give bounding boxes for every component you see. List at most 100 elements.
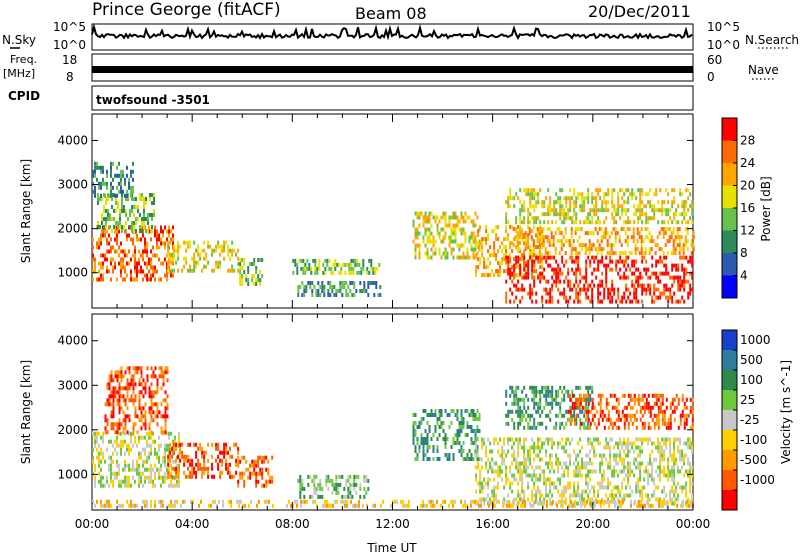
data-cell [641, 291, 644, 296]
data-cell [418, 425, 421, 429]
data-cell [663, 465, 666, 470]
data-cell [120, 241, 122, 246]
data-cell [679, 421, 682, 426]
data-cell [617, 445, 620, 450]
data-cell [561, 220, 564, 225]
data-cell [623, 275, 626, 280]
data-cell [519, 461, 522, 466]
data-cell [444, 499, 446, 504]
data-cell [191, 256, 194, 261]
data-cell [627, 461, 630, 466]
data-cell [150, 471, 152, 476]
data-cell [164, 414, 167, 419]
data-cell [493, 497, 496, 502]
data-cell [166, 253, 168, 258]
data-cell [523, 413, 526, 418]
data-cell [140, 418, 143, 423]
data-cell [570, 231, 573, 236]
data-cell [549, 255, 552, 260]
data-cell [657, 295, 660, 300]
data-cell [123, 205, 125, 209]
data-cell [587, 409, 590, 414]
data-cell [557, 489, 560, 494]
data-cell [608, 251, 611, 256]
data-cell [523, 493, 526, 498]
data-cell [663, 271, 666, 276]
data-cell [651, 417, 654, 422]
data-cell [152, 402, 155, 407]
data-cell [505, 291, 508, 296]
data-cell [489, 465, 492, 470]
data-cell [162, 261, 164, 266]
data-cell [493, 489, 496, 494]
data-cell [596, 251, 599, 256]
data-cell [536, 227, 539, 232]
data-cell [634, 247, 637, 252]
data-cell [527, 497, 530, 502]
data-cell [468, 215, 471, 220]
data-cell [477, 501, 480, 506]
data-cell [625, 465, 628, 470]
data-cell [100, 241, 102, 246]
data-cell [557, 401, 560, 406]
data-cell [98, 463, 100, 468]
data-cell [142, 249, 144, 254]
data-cell [201, 466, 204, 471]
data-cell [519, 216, 522, 221]
data-cell [554, 247, 557, 252]
data-cell [324, 270, 327, 275]
data-cell [571, 417, 574, 422]
data-cell [428, 235, 431, 240]
data-cell [585, 279, 588, 284]
data-cell [575, 275, 578, 280]
data-cell [581, 397, 584, 402]
data-cell [448, 215, 451, 220]
data-cell [517, 421, 520, 426]
data-cell [462, 417, 465, 421]
data-cell [641, 489, 644, 494]
data-cell [452, 223, 455, 228]
data-cell [106, 479, 108, 484]
data-cell [531, 497, 534, 502]
data-cell [136, 463, 138, 468]
data-cell [519, 188, 522, 193]
data-cell [591, 279, 594, 284]
data-cell [164, 479, 166, 484]
data-cell [683, 200, 686, 205]
data-cell [639, 200, 642, 205]
data-cell [595, 188, 598, 193]
data-cell [358, 270, 361, 275]
data-cell [244, 503, 246, 508]
data-cell [113, 225, 115, 229]
data-cell [579, 469, 582, 474]
data-cell [164, 398, 167, 403]
data-cell [648, 251, 651, 256]
data-cell [139, 225, 141, 229]
data-cell [183, 462, 186, 467]
data-cell [583, 465, 586, 470]
data-cell [623, 469, 626, 474]
data-cell [333, 293, 336, 297]
data-cell [517, 425, 520, 430]
data-cell [341, 285, 344, 289]
data-cell [575, 469, 578, 474]
data-cell [623, 461, 626, 466]
data-cell [119, 225, 121, 229]
data-cell [253, 258, 256, 262]
data-cell [551, 445, 554, 450]
data-cell [528, 251, 531, 256]
data-cell [100, 479, 102, 484]
data-cell [637, 393, 640, 398]
data-cell [177, 240, 180, 245]
data-cell [126, 253, 128, 258]
data-cell [567, 389, 570, 394]
data-cell [142, 253, 144, 258]
data-cell [569, 413, 572, 418]
data-cell [464, 239, 467, 244]
data-cell [633, 417, 636, 422]
data-cell [570, 227, 573, 232]
data-cell [681, 220, 684, 225]
data-cell [428, 219, 431, 224]
data-cell [655, 457, 658, 462]
data-cell [657, 279, 660, 284]
